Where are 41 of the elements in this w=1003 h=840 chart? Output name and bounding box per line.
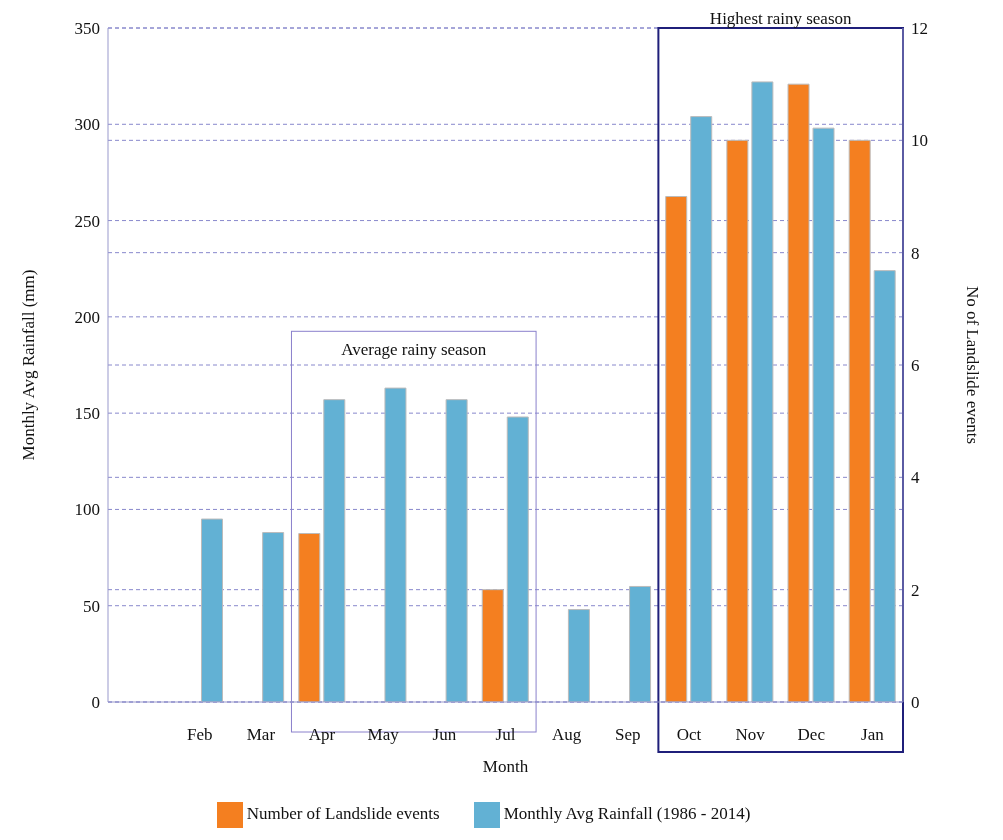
bar <box>629 585 652 702</box>
legend-label: Monthly Avg Rainfall (1986 - 2014) <box>503 803 751 823</box>
bar <box>384 387 407 702</box>
y2-tick-label: 6 <box>911 356 920 376</box>
x-tick-label: Aug <box>552 725 582 745</box>
y-axis-title: Monthly Avg Rainfall (mm) <box>19 269 39 461</box>
y-tick-label: 150 <box>74 404 100 424</box>
y2-tick-label: 4 <box>911 468 920 488</box>
x-tick-label: Feb <box>186 725 213 745</box>
y-tick-label: 250 <box>74 211 100 231</box>
x-tick-label: May <box>367 725 400 745</box>
y2-axis-title: No of Landslide events <box>962 285 982 445</box>
x-tick-label: Nov <box>735 725 766 745</box>
legend-label: Number of Landslide events <box>246 803 440 823</box>
y-tick-label: 300 <box>74 115 100 135</box>
y2-tick-label: 2 <box>911 580 920 600</box>
y2-tick-label: 0 <box>911 693 920 713</box>
bar <box>567 609 590 702</box>
y-tick-label: 0 <box>91 693 100 713</box>
text: Highest rainy season <box>709 9 853 28</box>
bar <box>200 518 223 702</box>
bar <box>506 416 529 702</box>
y-tick-label: 50 <box>83 596 100 616</box>
y2-tick-label: 12 <box>911 19 928 39</box>
x-tick-label: Jan <box>861 725 885 745</box>
bar <box>262 532 285 702</box>
x-tick-label: Mar <box>246 725 276 745</box>
x-tick-label: Jul <box>495 725 516 745</box>
x-axis-title: Month <box>482 757 529 776</box>
y-tick-label: 100 <box>74 500 100 520</box>
x-tick-label: Apr <box>308 725 336 745</box>
y-tick-label: 350 <box>74 19 100 39</box>
annotation: Average rainy season <box>341 340 487 360</box>
x-tick-label: Dec <box>797 725 826 745</box>
y2-tick-label: 10 <box>911 131 928 151</box>
bar <box>445 399 468 702</box>
x-tick-label: Jun <box>432 725 457 745</box>
y2-tick-label: 8 <box>911 243 920 263</box>
x-tick-label: Oct <box>676 725 702 745</box>
x-tick-label: Sep <box>615 725 641 745</box>
y-tick-label: 200 <box>74 307 100 327</box>
